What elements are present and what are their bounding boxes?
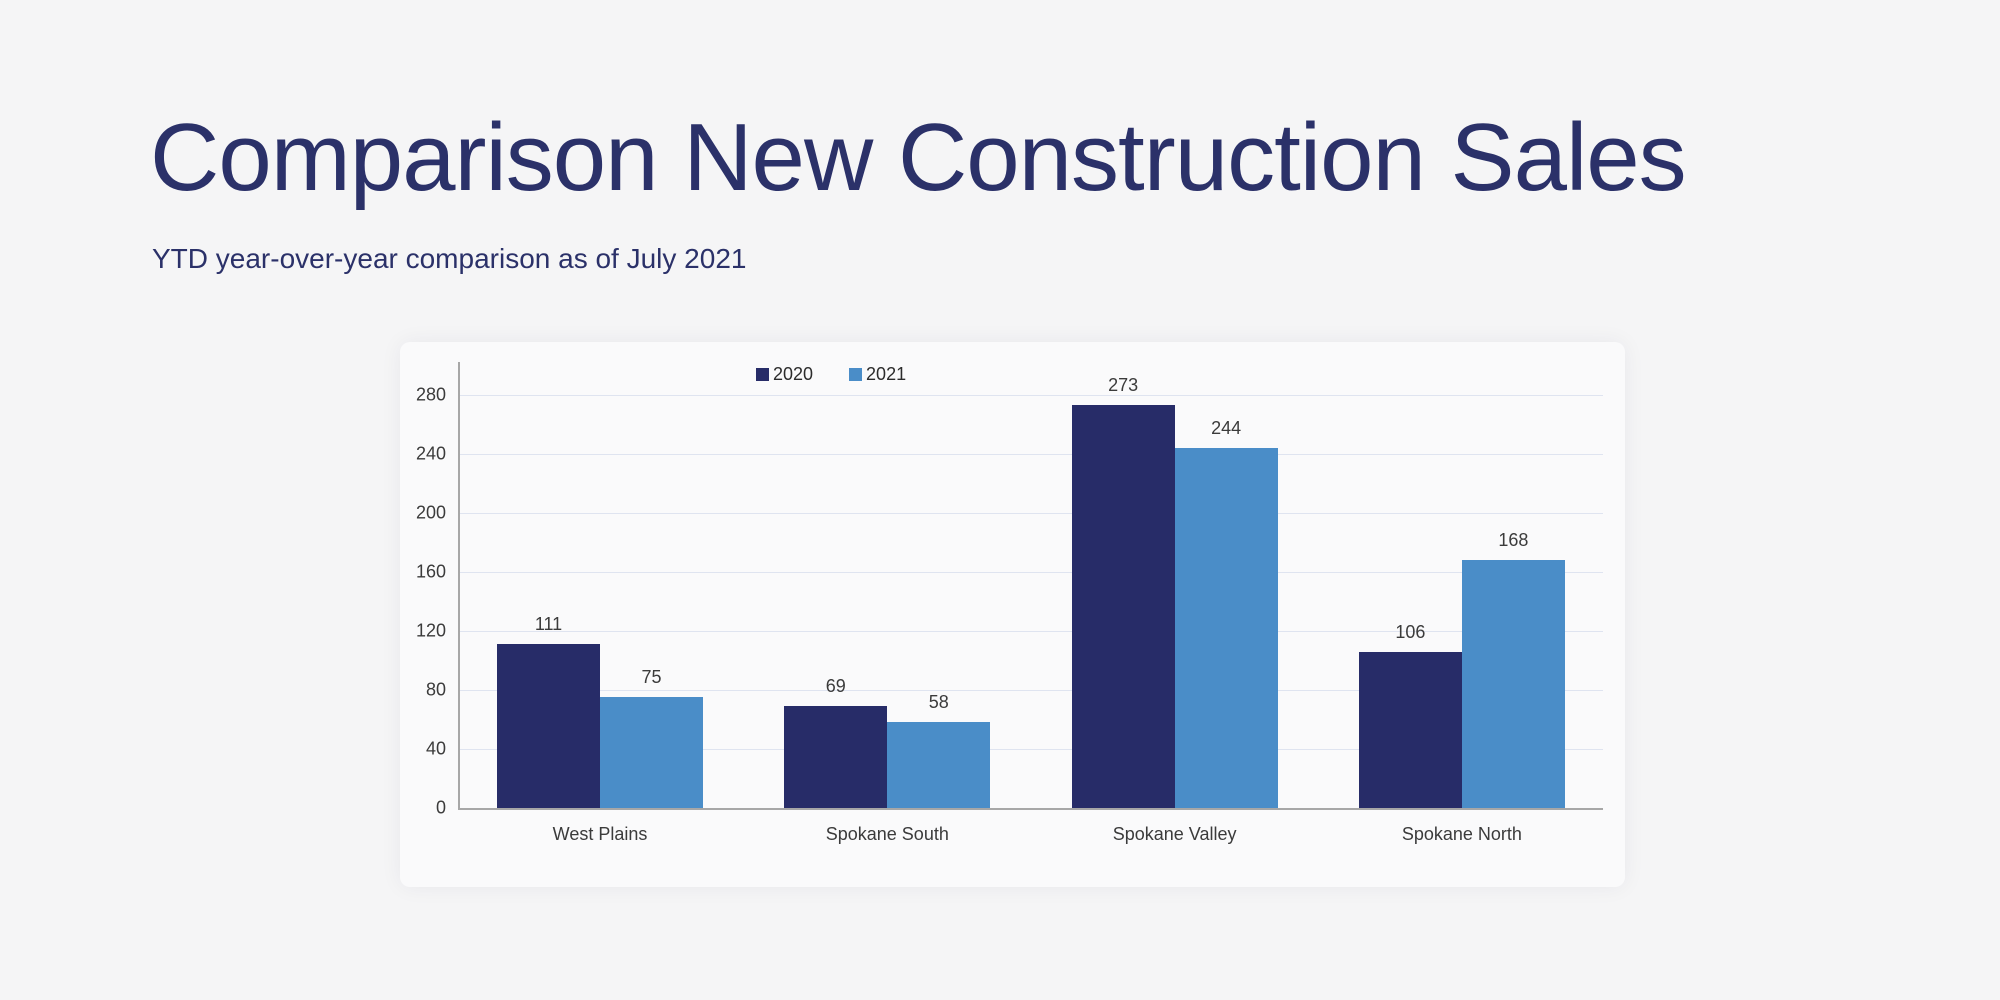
y-tick-label-160: 160 bbox=[415, 561, 446, 582]
gridline-y-160 bbox=[458, 572, 1603, 573]
bar-2020-west-plains bbox=[497, 644, 600, 808]
bar-2021-spokane-valley bbox=[1174, 448, 1278, 808]
bar-chart-plot: 0 40 80 120 160 200 240 280 111 75 West Plains 69 58… bbox=[400, 342, 1625, 887]
bar-2020-spokane-south bbox=[784, 706, 888, 808]
gridline-y-120 bbox=[458, 631, 1603, 632]
y-tick-label-280: 280 bbox=[415, 384, 446, 405]
page-subtitle: YTD year-over-year comparison as of July… bbox=[152, 243, 747, 274]
legend-swatch-2020 bbox=[756, 368, 769, 381]
value-label-2021-west-plains: 75 bbox=[641, 667, 662, 688]
gridline-y-40 bbox=[458, 749, 1603, 750]
legend-item-2020: 2020 bbox=[756, 364, 813, 385]
value-label-2021-spokane-valley: 244 bbox=[1211, 418, 1242, 439]
chart-panel: 2020 2021 0 40 80 120 160 200 240 280 111 75 West P… bbox=[400, 342, 1625, 887]
legend-label-2021: 2021 bbox=[866, 364, 907, 384]
page-title: Comparison New Construction Sales bbox=[150, 104, 1687, 211]
gridline-y-280 bbox=[458, 395, 1603, 396]
legend-item-2021: 2021 bbox=[849, 364, 906, 385]
y-tick-label-120: 120 bbox=[415, 620, 446, 641]
category-label-spokane-valley: Spokane Valley bbox=[1112, 824, 1237, 844]
value-label-2020-west-plains: 111 bbox=[534, 614, 563, 635]
gridline-y-240 bbox=[458, 454, 1603, 455]
legend-label-2020: 2020 bbox=[773, 364, 814, 384]
y-tick-label-40: 40 bbox=[425, 738, 446, 759]
chart-legend: 2020 2021 bbox=[756, 364, 906, 385]
bar-2021-spokane-north bbox=[1461, 560, 1565, 808]
value-label-2021-spokane-north: 168 bbox=[1498, 530, 1529, 551]
y-tick-label-200: 200 bbox=[415, 502, 446, 523]
value-label-2020-spokane-valley: 273 bbox=[1108, 375, 1139, 396]
bar-2021-west-plains bbox=[600, 697, 703, 808]
x-axis-line bbox=[458, 808, 1603, 810]
value-label-2021-spokane-south: 58 bbox=[928, 692, 949, 713]
y-tick-label-0: 0 bbox=[435, 797, 446, 818]
bar-2021-spokane-south bbox=[887, 722, 991, 808]
bar-2020-spokane-north bbox=[1358, 651, 1462, 808]
category-label-spokane-south: Spokane South bbox=[825, 824, 949, 844]
category-label-west-plains: West Plains bbox=[552, 824, 648, 844]
gridline-y-200 bbox=[458, 513, 1603, 514]
y-axis-line bbox=[458, 362, 460, 810]
legend-swatch-2021 bbox=[849, 368, 863, 381]
y-tick-label-80: 80 bbox=[425, 679, 446, 700]
category-label-spokane-north: Spokane North bbox=[1401, 824, 1522, 844]
bar-2020-spokane-valley bbox=[1071, 405, 1175, 808]
y-tick-label-240: 240 bbox=[415, 443, 446, 464]
value-label-2020-spokane-south: 69 bbox=[825, 676, 846, 697]
value-label-2020-spokane-north: 106 bbox=[1395, 621, 1426, 642]
gridline-y-80 bbox=[458, 690, 1603, 691]
